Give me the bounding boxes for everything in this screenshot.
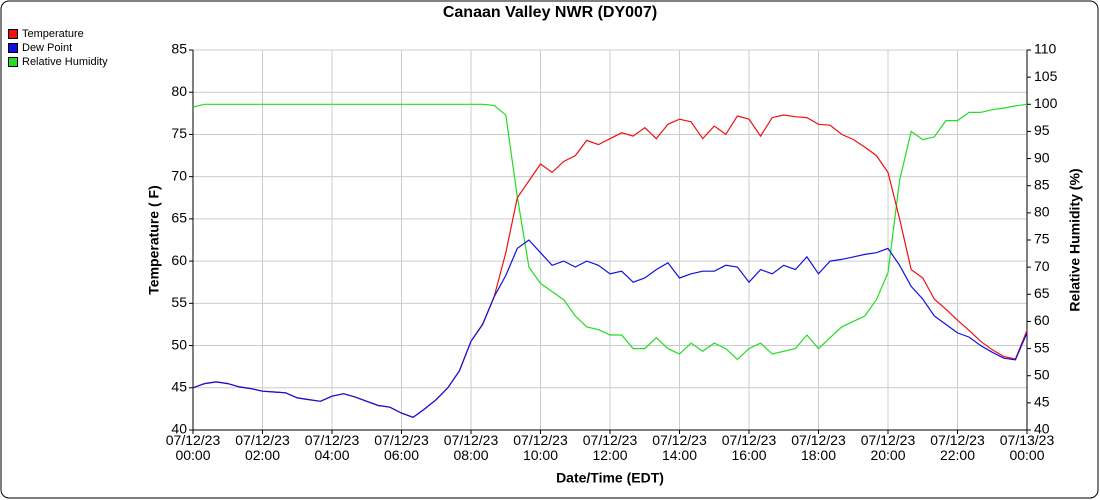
x-tick-label: 07/13/23 00:00 xyxy=(999,432,1055,463)
y2-tick-label: 50 xyxy=(1034,366,1050,382)
y2-tick-label: 110 xyxy=(1034,41,1057,57)
legend-label: Temperature xyxy=(22,28,84,40)
x-tick-label: 07/12/23 12:00 xyxy=(582,432,638,463)
x-tick-label: 07/12/23 00:00 xyxy=(165,432,221,463)
y-tick-label: 40 xyxy=(171,421,187,437)
legend-swatch xyxy=(8,29,18,39)
legend-label: Relative Humidity xyxy=(22,56,108,68)
y-tick-label: 80 xyxy=(171,83,187,99)
y2-tick-label: 75 xyxy=(1034,231,1050,247)
x-tick-label: 07/12/23 18:00 xyxy=(791,432,846,463)
chart-title: Canaan Valley NWR (DY007) xyxy=(443,4,657,21)
x-tick-label: 07/12/23 20:00 xyxy=(860,432,916,463)
legend-swatch xyxy=(8,43,18,53)
legend-item: Temperature xyxy=(8,28,84,40)
y2-tick-label: 95 xyxy=(1034,122,1050,138)
x-tick-label: 07/12/23 14:00 xyxy=(652,432,707,463)
y2-tick-label: 65 xyxy=(1034,285,1050,301)
legend-label: Dew Point xyxy=(22,42,73,54)
y-axis-label: Temperature ( F) xyxy=(146,185,162,294)
x-tick-label: 07/12/23 16:00 xyxy=(721,432,777,463)
x-tick-label: 07/12/23 08:00 xyxy=(443,432,499,463)
y2-tick-label: 105 xyxy=(1034,68,1058,84)
x-tick-label: 07/12/23 10:00 xyxy=(513,432,568,463)
y-tick-label: 60 xyxy=(171,252,187,268)
y2-axis-label: Relative Humidity (%) xyxy=(1067,168,1083,311)
legend-item: Relative Humidity xyxy=(8,56,108,68)
legend-swatch xyxy=(8,57,18,67)
y-tick-label: 65 xyxy=(171,210,187,226)
x-axis-label: Date/Time (EDT) xyxy=(556,470,664,486)
x-tick-label: 07/12/23 04:00 xyxy=(304,432,360,463)
y-tick-label: 50 xyxy=(171,336,187,352)
series-line xyxy=(192,103,1028,361)
y-tick-label: 85 xyxy=(171,41,187,57)
y2-tick-label: 60 xyxy=(1034,312,1050,328)
x-tick-label: 07/12/23 22:00 xyxy=(930,432,985,463)
y-tick-label: 70 xyxy=(171,167,187,183)
x-tick-label: 07/12/23 06:00 xyxy=(374,432,429,463)
y2-tick-label: 100 xyxy=(1034,95,1058,111)
y2-tick-label: 45 xyxy=(1034,394,1050,410)
series-line xyxy=(192,239,1028,418)
y-tick-label: 55 xyxy=(171,294,187,310)
y-tick-label: 75 xyxy=(171,125,187,141)
y2-tick-label: 55 xyxy=(1034,339,1050,355)
y2-tick-label: 90 xyxy=(1034,149,1050,165)
y2-tick-label: 70 xyxy=(1034,258,1050,274)
x-tick-label: 07/12/23 02:00 xyxy=(235,432,290,463)
legend-item: Dew Point xyxy=(8,42,72,54)
y2-tick-label: 80 xyxy=(1034,204,1050,220)
y-tick-label: 45 xyxy=(171,378,187,394)
y2-tick-label: 40 xyxy=(1034,421,1050,437)
y2-tick-label: 85 xyxy=(1034,176,1050,192)
